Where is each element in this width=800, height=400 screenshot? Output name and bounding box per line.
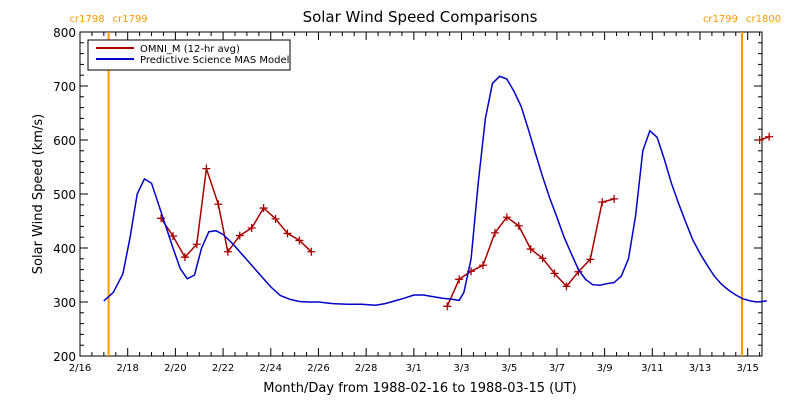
data-point <box>283 229 292 238</box>
chart-title: Solar Wind Speed Comparisons <box>303 8 538 26</box>
legend: OMNI_M (12-hr avg)Predictive Science MAS… <box>87 39 291 71</box>
data-point <box>526 245 535 254</box>
y-tick-label: 500 <box>53 188 76 202</box>
data-point <box>307 247 316 256</box>
x-tick-label: 3/1 <box>406 363 422 374</box>
x-tick-label: 2/26 <box>307 363 329 374</box>
data-point <box>259 204 268 213</box>
carrington-left-label: cr1798 <box>70 14 105 25</box>
data-point <box>490 228 499 237</box>
data-point <box>586 255 595 264</box>
data-point <box>247 224 256 233</box>
x-tick-label: 2/16 <box>69 363 91 374</box>
carrington-markers: cr1798 cr1799 cr1799 cr1800 <box>70 14 781 356</box>
data-point <box>610 194 619 203</box>
data-point <box>455 275 464 284</box>
x-tick-label: 2/24 <box>260 363 282 374</box>
x-axis-label: Month/Day from 1988-02-16 to 1988-03-15 … <box>263 381 576 396</box>
data-point <box>192 240 201 249</box>
axis-ticks: 200 300 400 500 600 700 800 2/16 2/18 2/20 2/22 2/2… <box>53 26 762 374</box>
series-layer <box>103 75 774 311</box>
carrington-right-label: cr1799 <box>113 14 148 25</box>
data-point <box>550 269 559 278</box>
data-point <box>180 253 189 262</box>
x-tick-label: 2/20 <box>164 363 186 374</box>
data-point <box>223 247 232 256</box>
data-point <box>502 213 511 222</box>
data-point <box>598 198 607 207</box>
carrington-left-label: cr1799 <box>703 14 738 25</box>
x-tick-label: 3/7 <box>549 363 565 374</box>
x-tick-label: 3/5 <box>501 363 517 374</box>
series-line <box>103 75 767 306</box>
y-tick-label: 600 <box>53 134 76 148</box>
data-point <box>235 231 244 240</box>
data-point <box>514 221 523 230</box>
x-tick-label: 2/22 <box>212 363 234 374</box>
data-point <box>538 254 547 263</box>
data-point <box>169 232 177 241</box>
series-line <box>160 168 312 259</box>
data-point <box>562 282 571 291</box>
x-tick-label: 2/28 <box>355 363 377 374</box>
x-tick-label: 3/3 <box>453 363 469 374</box>
y-tick-label: 200 <box>53 350 76 364</box>
data-point <box>271 214 280 223</box>
x-tick-label: 2/18 <box>116 363 138 374</box>
legend-box <box>87 39 291 71</box>
x-tick-label: 3/11 <box>641 363 663 374</box>
y-tick-label: 300 <box>53 296 76 310</box>
data-point <box>295 236 304 245</box>
legend-label: OMNI_M (12-hr avg) <box>140 44 240 55</box>
carrington-right-label: cr1800 <box>746 14 781 25</box>
y-tick-label: 400 <box>53 242 76 256</box>
data-point <box>443 302 452 311</box>
x-tick-label: 3/13 <box>689 363 711 374</box>
x-tick-label: 3/15 <box>736 363 758 374</box>
data-point <box>214 200 223 209</box>
y-tick-label: 800 <box>53 26 76 40</box>
x-tick-label: 3/9 <box>597 363 613 374</box>
y-axis-label: Solar Wind Speed (km/s) <box>31 114 46 274</box>
data-point <box>765 132 774 141</box>
data-point <box>202 164 211 173</box>
data-point <box>755 136 764 144</box>
data-point <box>479 261 487 270</box>
legend-label: Predictive Science MAS Model <box>140 55 289 66</box>
y-tick-label: 700 <box>53 80 76 94</box>
plot-frame <box>79 31 763 357</box>
